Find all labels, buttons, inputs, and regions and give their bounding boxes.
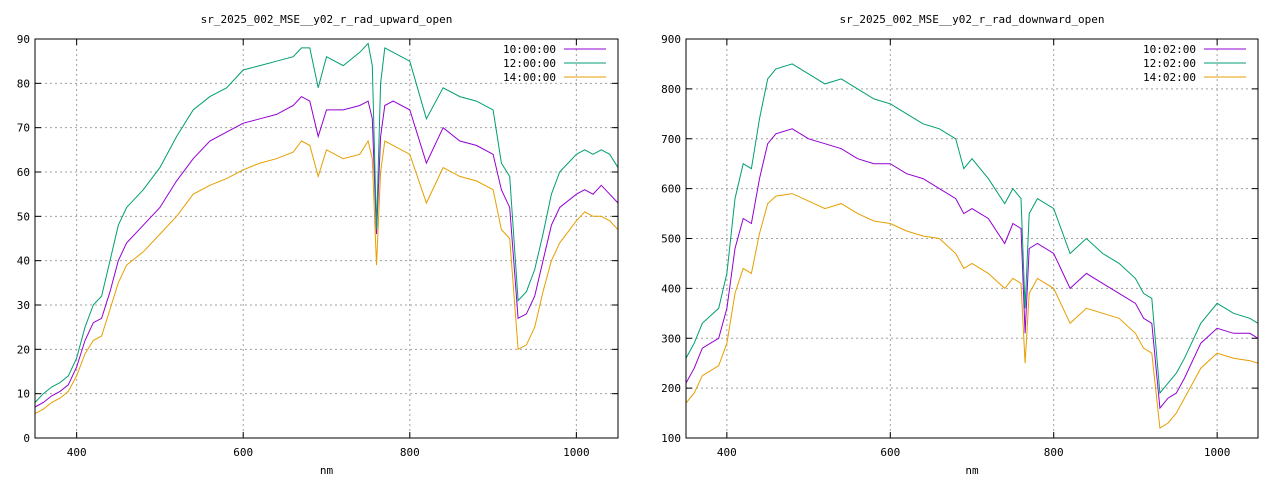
y-tick-label: 100 <box>661 432 681 445</box>
x-axis-label: nm <box>965 464 979 477</box>
x-tick-label: 600 <box>880 446 900 459</box>
y-tick-label: 30 <box>17 299 30 312</box>
y-tick-label: 80 <box>17 77 30 90</box>
y-tick-label: 50 <box>17 210 30 223</box>
x-tick-label: 1000 <box>563 446 590 459</box>
y-tick-label: 500 <box>661 233 681 246</box>
legend-label: 14:02:00 <box>1143 71 1196 84</box>
series-line-1 <box>35 95 618 408</box>
y-tick-label: 90 <box>17 33 30 46</box>
y-tick-label: 300 <box>661 332 681 345</box>
y-tick-label: 400 <box>661 282 681 295</box>
chart-title: sr_2025_002_MSE__y02_r_rad_upward_open <box>201 13 453 26</box>
y-tick-label: 60 <box>17 166 30 179</box>
x-tick-label: 800 <box>400 446 420 459</box>
y-tick-label: 20 <box>17 343 30 356</box>
y-tick-label: 800 <box>661 83 681 96</box>
y-tick-label: 600 <box>661 183 681 196</box>
series-line-2 <box>686 63 1258 395</box>
series-line-3 <box>686 193 1258 429</box>
y-tick-label: 70 <box>17 122 30 135</box>
plot-border <box>34 38 619 439</box>
chart-panel-2: sr_2025_002_MSE__y02_r_rad_downward_open… <box>661 13 1259 477</box>
y-tick-label: 40 <box>17 255 30 268</box>
y-tick-label: 900 <box>661 33 681 46</box>
series-line-1 <box>686 128 1258 410</box>
y-tick-label: 200 <box>661 382 681 395</box>
chart-title: sr_2025_002_MSE__y02_r_rad_downward_open <box>840 13 1105 26</box>
chart-panel-1: sr_2025_002_MSE__y02_r_rad_upward_open 0 1… <box>17 13 619 477</box>
legend-label: 10:02:00 <box>1143 43 1196 56</box>
y-tick-label: 10 <box>17 388 30 401</box>
plot-border <box>685 38 1259 439</box>
x-tick-label: 1000 <box>1204 446 1231 459</box>
series-line-3 <box>35 139 618 415</box>
x-axis-label: nm <box>320 464 334 477</box>
x-tick-label: 800 <box>1044 446 1064 459</box>
legend-label: 12:00:00 <box>503 57 556 70</box>
series-line-2 <box>35 42 618 403</box>
legend-label: 10:00:00 <box>503 43 556 56</box>
legend-label: 14:00:00 <box>503 71 556 84</box>
y-tick-label: 700 <box>661 133 681 146</box>
x-tick-label: 400 <box>717 446 737 459</box>
x-tick-label: 600 <box>233 446 253 459</box>
y-tick-label: 0 <box>23 432 30 445</box>
x-tick-label: 400 <box>67 446 87 459</box>
legend-label: 12:02:00 <box>1143 57 1196 70</box>
